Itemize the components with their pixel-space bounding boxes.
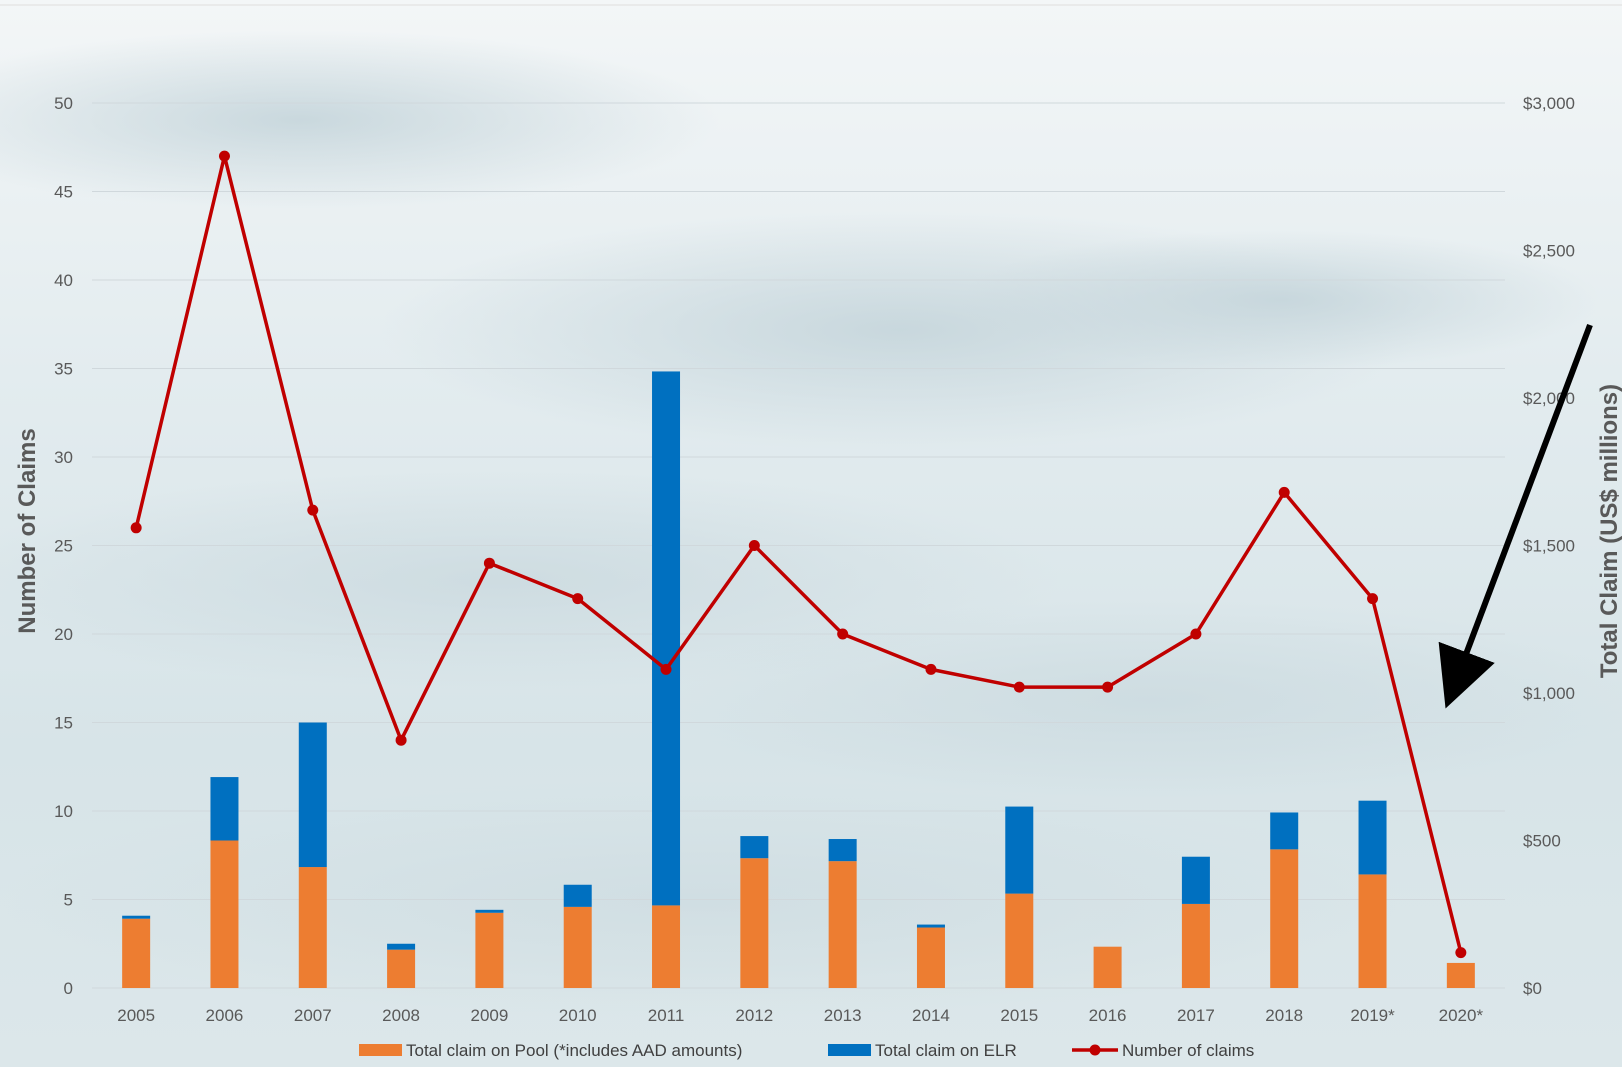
x-tick-label: 2014 (912, 1006, 950, 1025)
pool-bar (122, 918, 151, 988)
elr-bar (1270, 812, 1299, 850)
right-tick-label: $1,000 (1523, 684, 1575, 703)
x-tick-label: 2012 (735, 1006, 773, 1025)
annotation-arrow (1438, 323, 1593, 709)
elr-bar (828, 839, 857, 862)
bars (122, 371, 1475, 988)
right-tick-label: $2,500 (1523, 242, 1575, 261)
pool-bar (1005, 893, 1034, 988)
claims-point (130, 522, 142, 534)
x-tick-label: 2016 (1089, 1006, 1127, 1025)
elr-bar (652, 371, 681, 906)
pool-bar (1270, 849, 1299, 988)
claims-point (483, 557, 495, 569)
left-axis-ticks: 0 5 10 15 20 25 30 35 40 45 50 (54, 94, 73, 998)
elr-bar (298, 722, 327, 868)
x-tick-label: 2019* (1350, 1006, 1395, 1025)
legend-swatch (359, 1044, 402, 1056)
legend: Total claim on Pool (*includes AAD amoun… (359, 1041, 1254, 1060)
claims-point (837, 628, 849, 640)
x-tick-label: 2011 (648, 1006, 685, 1025)
right-axis-ticks: $0$500$1,000$1,500$2,000$2,500$3,000 (1523, 94, 1575, 998)
claims-point (748, 540, 760, 551)
right-tick-label: $3,000 (1523, 94, 1575, 113)
gridlines (92, 102, 1505, 989)
pool-bar (1181, 903, 1210, 988)
left-tick-label: 45 (54, 183, 73, 202)
pool-bar (1358, 874, 1387, 988)
claims-point (395, 734, 407, 746)
x-tick-label: 2007 (294, 1006, 332, 1025)
elr-bar (475, 909, 504, 913)
claims-point (1367, 593, 1379, 605)
claims-point (925, 663, 937, 675)
pool-bar (387, 949, 416, 988)
elr-bar (1181, 856, 1210, 904)
elr-bar (1005, 806, 1034, 894)
legend-swatch (828, 1044, 871, 1056)
left-tick-label: 25 (54, 537, 73, 556)
left-tick-label: 0 (64, 979, 73, 998)
claims-point (1102, 681, 1114, 693)
claims-point (660, 663, 672, 675)
legend-label: Total claim on ELR (875, 1041, 1017, 1060)
x-tick-label: 2020* (1439, 1006, 1484, 1025)
legend-swatch-marker (1089, 1044, 1101, 1056)
x-tick-label: 2009 (470, 1006, 508, 1025)
right-tick-label: $500 (1523, 832, 1561, 851)
pool-bar (475, 912, 504, 988)
pool-bar (298, 867, 327, 988)
x-tick-label: 2010 (559, 1006, 597, 1025)
left-tick-label: 5 (64, 891, 73, 910)
x-tick-label: 2006 (206, 1006, 244, 1025)
x-tick-label: 2018 (1265, 1006, 1303, 1025)
x-tick-label: 2013 (824, 1006, 862, 1025)
left-tick-label: 15 (54, 714, 73, 733)
legend-label: Total claim on Pool (*includes AAD amoun… (406, 1041, 742, 1060)
elr-bar (1358, 800, 1387, 875)
x-axis-ticks: 2005 2006 2007 2008 2009 2010 2011 2012 2013 2014… (117, 1006, 1483, 1025)
right-tick-label: $0 (1523, 979, 1542, 998)
claims-line (130, 150, 1467, 959)
claims-point (218, 150, 230, 162)
claims-point (572, 593, 584, 605)
pool-bar (210, 840, 239, 988)
pool-bar (828, 861, 857, 988)
claims-point (1455, 947, 1467, 959)
elr-bar (740, 836, 769, 859)
left-tick-label: 20 (54, 625, 73, 644)
pool-bar (652, 905, 681, 988)
elr-bar (210, 777, 239, 841)
left-tick-label: 30 (54, 448, 73, 467)
right-axis-title: Total Claim (US$ millions) (1596, 384, 1622, 678)
pool-bar (563, 906, 592, 988)
pool-bar (740, 858, 769, 988)
elr-bar (387, 943, 416, 950)
legend-label: Number of claims (1122, 1041, 1254, 1060)
claims-point (1013, 681, 1025, 693)
elr-bar (916, 924, 945, 928)
elr-bar (563, 884, 592, 907)
left-tick-label: 50 (54, 94, 73, 113)
x-tick-label: 2015 (1000, 1006, 1038, 1025)
claims-point (1190, 628, 1202, 640)
pool-bar (1446, 962, 1475, 988)
left-tick-label: 10 (54, 802, 73, 821)
left-axis-title: Number of Claims (14, 428, 41, 633)
x-tick-label: 2008 (382, 1006, 420, 1025)
left-tick-label: 40 (54, 271, 73, 290)
x-tick-label: 2005 (117, 1006, 155, 1025)
pool-bar (1093, 946, 1122, 988)
elr-bar (122, 915, 151, 919)
claims-point (307, 504, 319, 516)
left-tick-label: 35 (54, 360, 73, 379)
claims-line-path (134, 154, 1463, 954)
pool-bar (916, 927, 945, 988)
x-tick-label: 2017 (1177, 1006, 1215, 1025)
right-tick-label: $1,500 (1523, 537, 1575, 556)
claims-point (1278, 486, 1290, 498)
